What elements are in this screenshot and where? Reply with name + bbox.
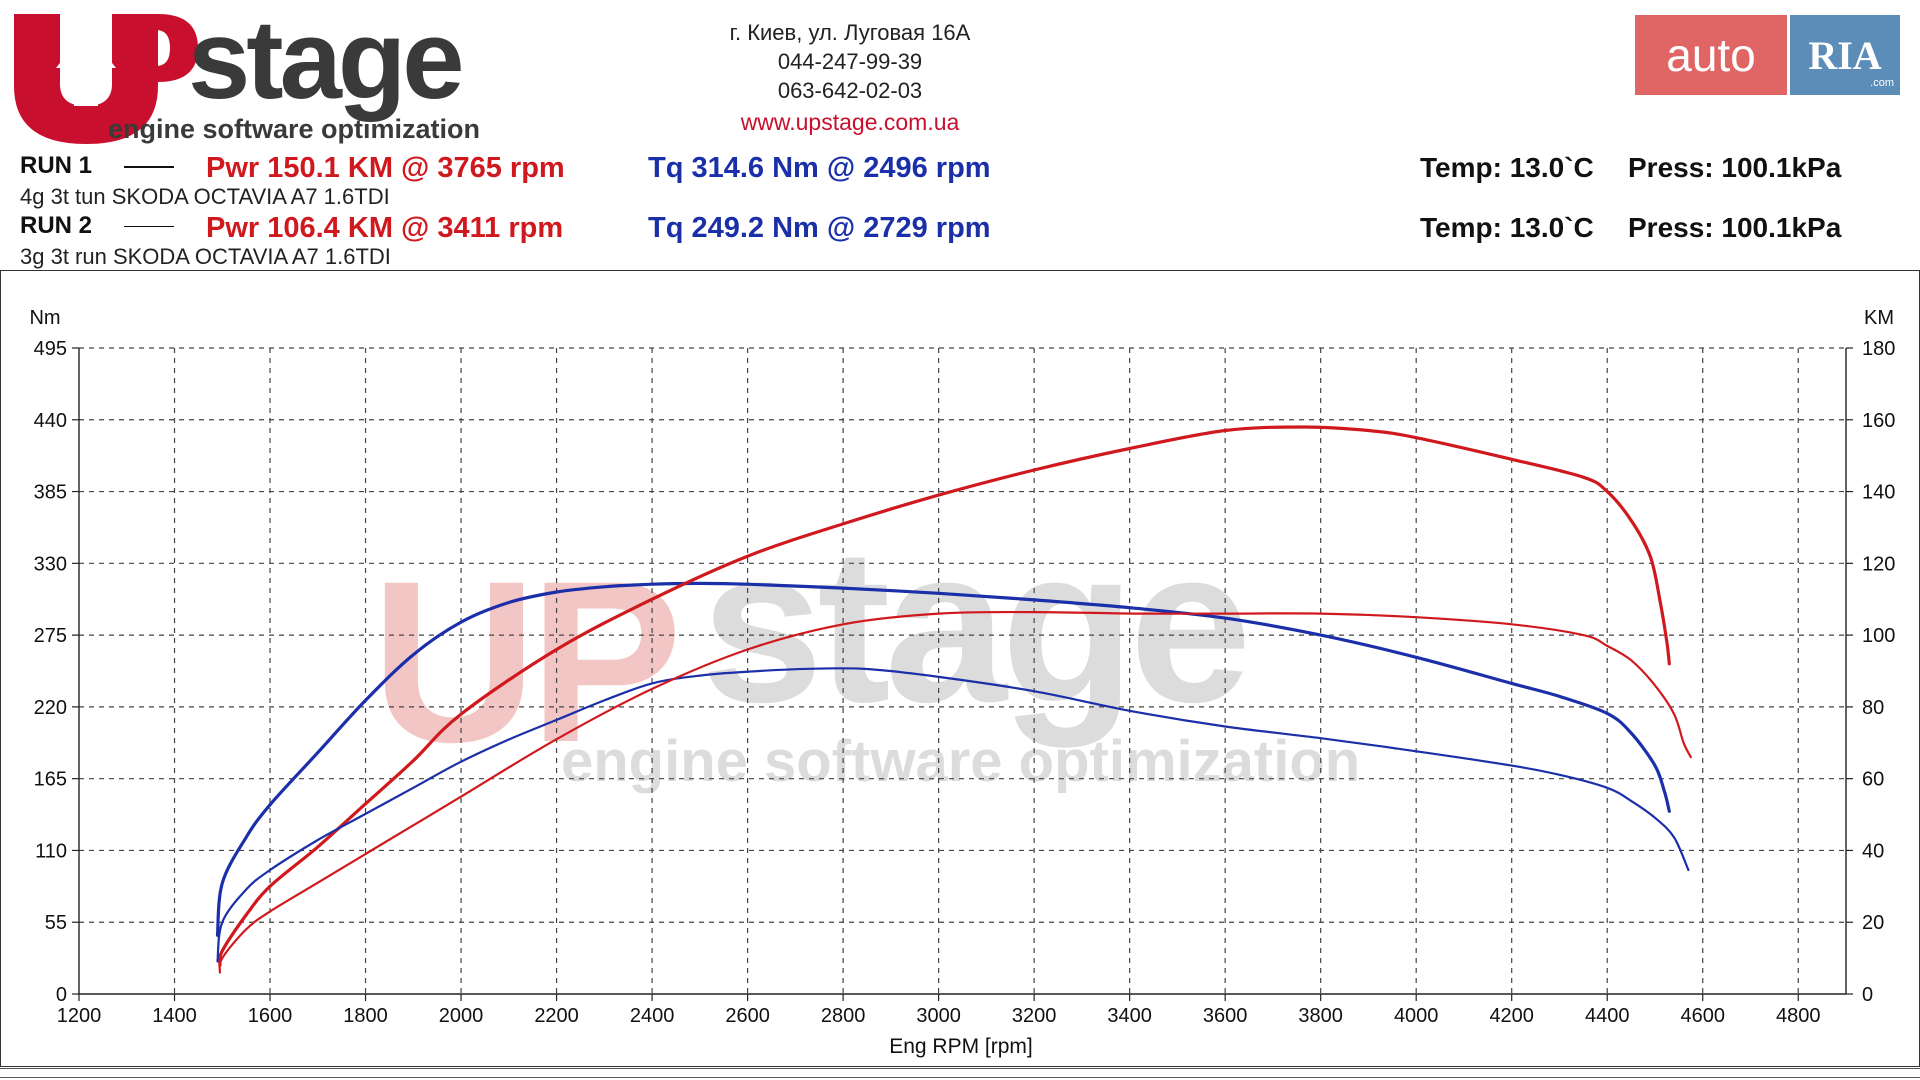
contact-block: г. Киев, ул. Луговая 16А 044-247-99-39 0…	[660, 18, 1040, 136]
x-tick-label-2400: 2400	[630, 1005, 675, 1027]
series-run-1-pwr	[218, 425, 1671, 967]
x-tick-label-3000: 3000	[916, 1005, 961, 1027]
phone-1: 044-247-99-39	[777, 49, 923, 74]
dyno-chart-frame: UP stage engine software optimization 1200…	[0, 270, 1920, 1067]
autoria-badge: auto RIA .com	[1635, 15, 1900, 95]
x-tick-label-1600: 1600	[248, 1005, 293, 1027]
y-left-tick-label-0: 0	[56, 984, 67, 1006]
x-tick-label-1800: 1800	[343, 1005, 388, 1027]
y-right-tick-label-60: 60	[1862, 769, 1884, 791]
watermark-up: UP	[371, 533, 675, 790]
run-2-press: Press: 100.1kPa	[1628, 212, 1842, 243]
badge-com: .com	[1870, 77, 1894, 89]
y-right-tick-label-0: 0	[1862, 984, 1873, 1006]
y-right-tick-label-120: 120	[1862, 553, 1895, 575]
phone-2: 063-642-02-03	[777, 78, 923, 103]
run-1-label: RUN 1	[20, 152, 93, 179]
y-right-tick-label-80: 80	[1862, 697, 1884, 719]
bottom-rule	[0, 1068, 1920, 1078]
logo-tagline: engine software optimization	[108, 114, 480, 144]
y-left-tick-label-165: 165	[34, 769, 67, 791]
y-right-tick-label-180: 180	[1862, 338, 1895, 360]
x-tick-label-2800: 2800	[821, 1005, 866, 1027]
run-1-line-swatch	[124, 166, 174, 168]
x-tick-label-3200: 3200	[1012, 1005, 1057, 1027]
x-tick-label-4400: 4400	[1585, 1005, 1630, 1027]
y-left-tick-label-440: 440	[34, 410, 67, 432]
run-2-line-swatch	[124, 226, 174, 227]
x-tick-label-2000: 2000	[439, 1005, 484, 1027]
y-left-axis-title: Nm	[29, 307, 60, 329]
x-tick-label-3800: 3800	[1298, 1005, 1343, 1027]
watermark-tagline: engine software optimization	[561, 729, 1360, 794]
y-right-tick-label-20: 20	[1862, 912, 1884, 934]
chart-axes: 1200 1400 1600 1800 2000 2200 2400 2600 2800 3000…	[34, 338, 1896, 1027]
x-tick-label-1200: 1200	[57, 1005, 102, 1027]
run-2-description: 3g 3t run SKODA OCTAVIA A7 1.6TDI	[20, 244, 391, 269]
x-axis-title: Eng RPM [rpm]	[889, 1035, 1033, 1058]
series-run-2-pwr	[218, 610, 1692, 974]
run-2-power: Pwr 106.4 KM @ 3411 rpm	[206, 212, 564, 244]
y-left-tick-label-330: 330	[34, 553, 67, 575]
run-1-torque: Tq 314.6 Nm @ 2496 rpm	[648, 152, 991, 184]
y-right-axis-title: KM	[1864, 307, 1894, 329]
x-tick-label-4600: 4600	[1680, 1005, 1725, 1027]
x-tick-label-4000: 4000	[1394, 1005, 1439, 1027]
y-left-tick-label-220: 220	[34, 697, 67, 719]
x-tick-label-1400: 1400	[152, 1005, 197, 1027]
series-run-1-tq	[215, 581, 1671, 937]
badge-auto: auto	[1635, 15, 1787, 95]
run-1-temp: Temp: 13.0`C	[1420, 152, 1594, 183]
y-right-tick-label-100: 100	[1862, 625, 1895, 647]
run-2-label: RUN 2	[20, 212, 93, 239]
y-left-tick-label-55: 55	[45, 912, 67, 934]
y-left-tick-label-495: 495	[34, 338, 67, 360]
badge-ria-text: RIA	[1808, 32, 1882, 78]
run-1-description: 4g 3t tun SKODA OCTAVIA A7 1.6TDI	[20, 184, 390, 209]
chart-series	[215, 425, 1692, 974]
address: г. Киев, ул. Луговая 16А	[729, 20, 971, 45]
run-1-press: Press: 100.1kPa	[1628, 152, 1842, 183]
x-tick-label-3600: 3600	[1203, 1005, 1248, 1027]
run-2-temp: Temp: 13.0`C	[1420, 212, 1594, 243]
website-link[interactable]: www.upstage.com.ua	[740, 109, 960, 135]
x-tick-label-4200: 4200	[1489, 1005, 1534, 1027]
upstage-logo: stage engine software optimization	[8, 0, 608, 146]
logo-stage-text: stage	[188, 6, 461, 122]
y-right-tick-label-140: 140	[1862, 482, 1895, 504]
watermark-stage: stage	[701, 502, 1246, 748]
run-2-torque: Tq 249.2 Nm @ 2729 rpm	[648, 212, 991, 244]
series-run-2-tq	[216, 667, 1690, 963]
y-right-tick-label-40: 40	[1862, 840, 1884, 862]
run-1-power: Pwr 150.1 KM @ 3765 rpm	[206, 152, 565, 184]
y-left-tick-label-110: 110	[35, 840, 67, 862]
badge-ria: RIA .com	[1790, 15, 1900, 95]
x-tick-label-4800: 4800	[1776, 1005, 1821, 1027]
x-tick-label-2200: 2200	[534, 1005, 579, 1027]
x-tick-label-3400: 3400	[1107, 1005, 1152, 1027]
y-right-tick-label-160: 160	[1862, 410, 1895, 432]
x-tick-label-2600: 2600	[725, 1005, 770, 1027]
y-left-tick-label-385: 385	[34, 482, 67, 504]
y-left-tick-label-275: 275	[34, 625, 67, 647]
